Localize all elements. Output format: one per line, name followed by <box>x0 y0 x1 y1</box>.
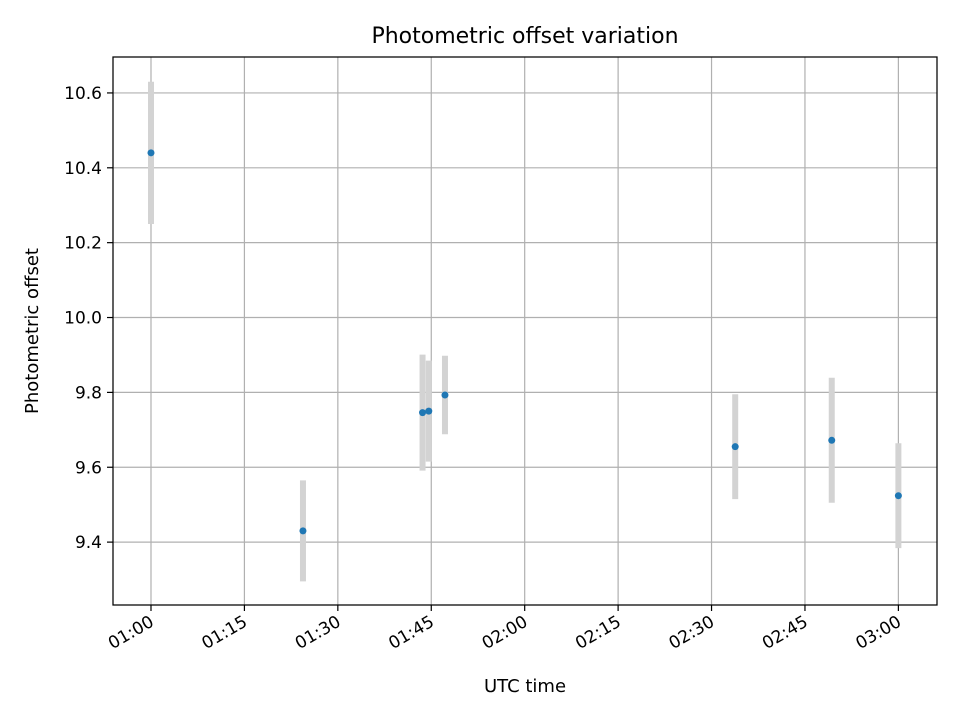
chart-title: Photometric offset variation <box>371 24 678 49</box>
y-tick-label: 10.4 <box>64 159 102 179</box>
y-axis-ticks: 9.4 9.6 9.8 10.0 10.2 10.4 10.6 <box>64 84 113 553</box>
data-points <box>147 149 902 535</box>
y-tick-label: 10.6 <box>64 84 102 104</box>
data-point <box>425 407 433 415</box>
grid <box>113 57 937 605</box>
data-point <box>147 149 155 157</box>
y-axis-label: Photometric offset <box>22 248 43 414</box>
data-point <box>299 527 307 535</box>
data-point <box>828 436 836 444</box>
data-point <box>894 492 902 500</box>
y-tick-label: 9.8 <box>75 383 102 403</box>
y-tick-label: 10.2 <box>64 234 102 254</box>
x-axis-label: UTC time <box>484 676 566 697</box>
y-tick-label: 9.6 <box>75 458 102 478</box>
data-point <box>419 409 427 417</box>
y-tick-label: 10.0 <box>64 309 102 329</box>
y-tick-label: 9.4 <box>75 533 102 553</box>
data-point <box>731 443 739 451</box>
data-point <box>441 391 449 399</box>
